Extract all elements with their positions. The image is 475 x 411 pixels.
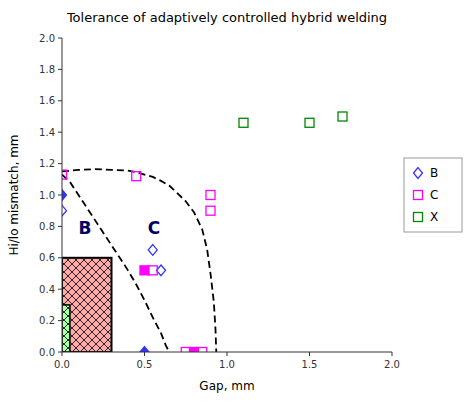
legend-box — [404, 158, 462, 232]
y-tick — [58, 226, 62, 227]
region — [62, 305, 70, 352]
x-tick — [392, 352, 393, 356]
legend-marker — [414, 191, 423, 200]
y-tick — [58, 38, 62, 39]
legend-marker — [414, 168, 423, 179]
y-tick — [58, 69, 62, 70]
legend-label: B — [430, 166, 438, 180]
y-tick — [58, 132, 62, 133]
y-tick-label: 1.4 — [39, 127, 55, 138]
y-tick-label: 0.8 — [39, 221, 55, 232]
y-tick — [58, 257, 62, 258]
annotation: B — [79, 218, 92, 238]
title: Tolerance of adaptively controlled hybri… — [66, 10, 387, 25]
x-tick — [227, 352, 228, 356]
y-tick — [58, 352, 62, 353]
y-axis-label: Hi/lo mismatch, mm — [7, 134, 21, 255]
point — [206, 206, 215, 215]
point — [206, 191, 215, 200]
y-tick — [58, 289, 62, 290]
x-tick — [144, 352, 145, 356]
boundary-line — [62, 169, 216, 352]
region — [62, 258, 112, 352]
y-tick-label: 1.2 — [39, 158, 55, 169]
y-tick-label: 0.6 — [39, 252, 55, 263]
plot-area — [62, 112, 347, 352]
legend-marker — [414, 213, 423, 222]
y-tick — [58, 100, 62, 101]
x-tick-label: 1.5 — [302, 359, 318, 370]
point — [190, 348, 199, 353]
legend-label: C — [430, 188, 438, 202]
point — [132, 172, 141, 181]
y-tick-label: 1.6 — [39, 95, 55, 106]
x-tick — [309, 352, 310, 356]
point — [62, 170, 67, 179]
point — [140, 347, 149, 352]
x-tick-label: 0.0 — [54, 359, 70, 370]
x-tick — [62, 352, 63, 356]
point — [305, 118, 314, 127]
y-tick-label: 2.0 — [39, 33, 55, 44]
chart: Tolerance of adaptively controlled hybri… — [0, 0, 475, 411]
annotation: C — [148, 218, 160, 238]
y-tick — [58, 320, 62, 321]
legend: BCX — [404, 158, 462, 232]
x-tick-label: 0.5 — [137, 359, 153, 370]
point — [148, 245, 157, 256]
point — [239, 118, 248, 127]
boundary-line — [62, 175, 169, 352]
x-axis-label: Gap, mm — [199, 379, 254, 393]
y-tick — [58, 163, 62, 164]
y-tick-label: 0.2 — [39, 315, 55, 326]
point — [338, 112, 347, 121]
y-tick-label: 1.8 — [39, 64, 55, 75]
x-tick-label: 1.0 — [219, 359, 235, 370]
y-tick-label: 1.0 — [39, 190, 55, 201]
x-tick-label: 2.0 — [384, 359, 400, 370]
y-tick-label: 0.4 — [39, 284, 55, 295]
y-tick-label: 0.0 — [39, 347, 55, 358]
point — [62, 205, 67, 216]
y-tick — [58, 195, 62, 196]
point — [62, 190, 67, 201]
legend-label: X — [430, 210, 438, 224]
point — [140, 266, 149, 275]
